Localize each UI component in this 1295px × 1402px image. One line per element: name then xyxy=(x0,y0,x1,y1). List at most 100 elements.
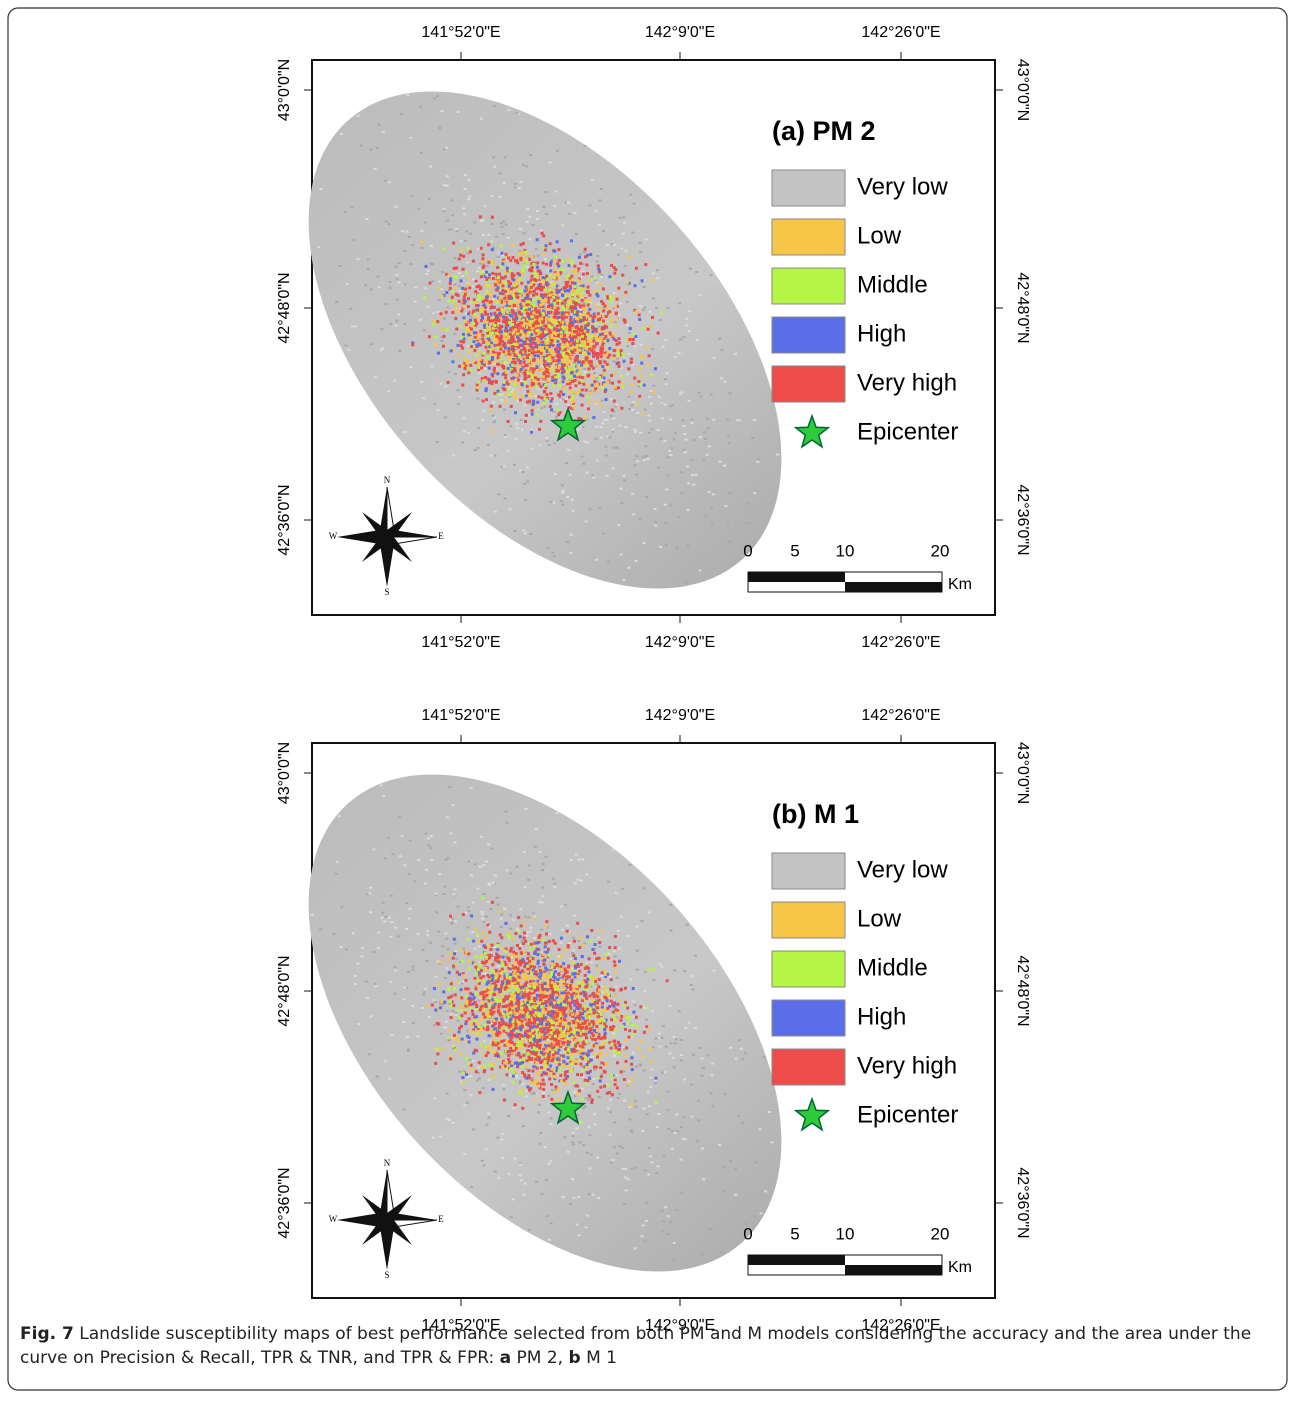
texture xyxy=(548,933,551,935)
texture xyxy=(398,262,401,264)
pixel xyxy=(445,311,448,314)
texture xyxy=(484,368,487,370)
texture xyxy=(686,924,689,926)
texture xyxy=(619,217,622,219)
texture xyxy=(682,425,685,427)
pixel xyxy=(478,350,481,353)
pixel xyxy=(434,336,437,339)
texture xyxy=(723,1190,726,1192)
texture xyxy=(319,188,322,190)
texture xyxy=(553,411,556,413)
texture xyxy=(455,950,458,952)
pixel xyxy=(452,242,455,245)
pixel xyxy=(491,963,494,966)
texture xyxy=(481,913,484,915)
texture xyxy=(402,998,405,1000)
pixel xyxy=(494,354,497,357)
texture xyxy=(726,522,729,524)
pixel xyxy=(441,327,444,330)
texture xyxy=(519,908,522,910)
texture xyxy=(412,1022,415,1024)
texture xyxy=(764,1190,767,1192)
pixel xyxy=(598,376,601,379)
texture xyxy=(577,940,580,942)
texture xyxy=(701,1075,704,1077)
texture xyxy=(497,965,500,967)
pixel xyxy=(564,348,567,351)
pixel xyxy=(504,376,507,379)
texture xyxy=(644,445,647,447)
texture xyxy=(462,948,465,950)
texture xyxy=(576,1224,579,1226)
texture xyxy=(595,377,598,379)
pixel xyxy=(551,376,554,379)
texture xyxy=(357,1023,360,1025)
texture xyxy=(409,840,412,842)
pixel xyxy=(463,295,466,298)
texture xyxy=(753,419,756,421)
texture xyxy=(678,1010,681,1012)
texture xyxy=(452,1122,455,1124)
pixel xyxy=(605,989,608,992)
pixel xyxy=(538,313,541,316)
pixel xyxy=(488,367,491,370)
pixel xyxy=(490,405,493,408)
texture xyxy=(504,156,507,158)
pixel xyxy=(528,308,531,311)
pixel xyxy=(467,297,470,300)
texture xyxy=(476,1079,479,1081)
texture xyxy=(403,250,406,252)
texture xyxy=(487,901,490,903)
pixel xyxy=(614,971,617,974)
pixel xyxy=(461,287,464,290)
texture xyxy=(617,254,620,256)
pixel xyxy=(549,294,552,297)
texture xyxy=(667,1215,670,1217)
texture xyxy=(651,1010,654,1012)
texture xyxy=(653,979,656,981)
texture xyxy=(441,271,444,273)
pixel xyxy=(493,312,496,315)
texture xyxy=(444,932,447,934)
pixel xyxy=(565,322,568,325)
legend-swatch xyxy=(772,170,845,206)
texture xyxy=(628,332,631,334)
texture xyxy=(357,115,360,117)
texture xyxy=(569,1203,572,1205)
pixel xyxy=(549,274,552,277)
pixel xyxy=(533,354,536,357)
texture xyxy=(396,299,399,301)
pixel xyxy=(479,215,482,218)
texture xyxy=(601,992,604,994)
pixel xyxy=(594,1053,597,1056)
pixel xyxy=(500,336,503,339)
pixel xyxy=(537,378,540,381)
texture xyxy=(670,930,673,932)
texture xyxy=(738,419,741,421)
texture xyxy=(699,436,702,438)
pixel xyxy=(519,290,522,293)
pixel xyxy=(569,285,572,288)
texture xyxy=(713,357,716,359)
texture xyxy=(612,417,615,419)
pixel xyxy=(536,358,539,361)
texture xyxy=(480,911,483,913)
texture xyxy=(487,444,490,446)
texture xyxy=(585,1097,588,1099)
pixel xyxy=(544,384,547,387)
pixel xyxy=(599,362,602,365)
texture xyxy=(702,459,705,461)
pixel xyxy=(491,248,494,251)
texture xyxy=(642,1225,645,1227)
texture xyxy=(595,210,598,212)
pixel xyxy=(532,303,535,306)
pixel xyxy=(537,300,540,303)
texture xyxy=(593,372,596,374)
pixel xyxy=(554,366,557,369)
pixel xyxy=(490,305,493,308)
texture xyxy=(569,474,572,476)
texture xyxy=(500,1139,503,1141)
pixel xyxy=(484,346,487,349)
texture xyxy=(382,795,385,797)
